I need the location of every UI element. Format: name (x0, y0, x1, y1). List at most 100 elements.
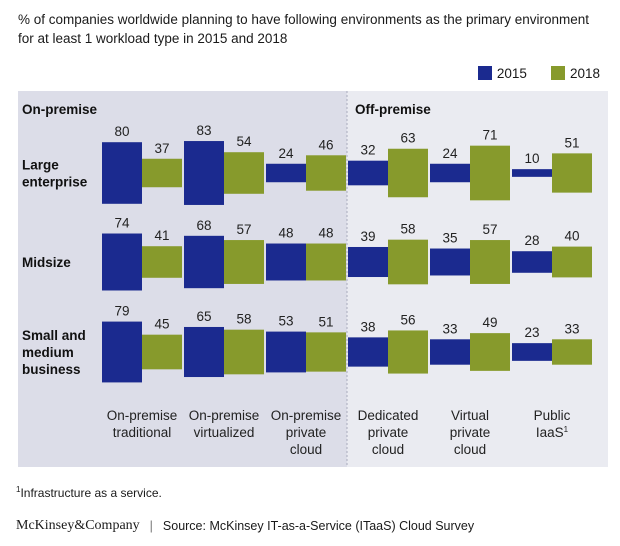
bar-row1-cat2-2018 (306, 243, 346, 281)
value-label-row2-cat2-2018: 51 (318, 314, 333, 329)
category-label-5-sup: 1 (564, 425, 569, 434)
bar-row2-cat5-2018 (552, 339, 592, 365)
legend-item-2015: 2015 (477, 66, 527, 81)
bar-row2-cat1-2018 (224, 329, 264, 375)
footer: McKinsey&Company | Source: McKinsey IT-a… (16, 518, 474, 534)
bar-row2-cat0-2018 (142, 334, 182, 370)
category-label-1-line-0: On-premise (189, 408, 260, 423)
value-label-row1-cat5-2015: 28 (524, 233, 539, 248)
value-label-row0-cat5-2018: 51 (564, 135, 579, 150)
bar-row0-cat3-2018 (388, 148, 428, 198)
row-label-2-line-1: medium (22, 345, 74, 360)
footer-separator: | (149, 519, 153, 533)
bar-row1-cat1-2015 (184, 235, 224, 289)
value-label-row2-cat3-2015: 38 (360, 319, 375, 334)
value-label-row2-cat2-2015: 53 (278, 314, 293, 329)
bar-row0-cat5-2018 (552, 153, 592, 193)
value-label-row0-cat0-2015: 80 (114, 124, 129, 139)
value-label-row2-cat4-2018: 49 (482, 315, 497, 330)
bar-row2-cat0-2015 (102, 321, 142, 383)
chart-title: % of companies worldwide planning to hav… (18, 12, 590, 46)
value-label-row1-cat5-2018: 40 (564, 229, 579, 244)
footnote: 1Infrastructure as a service. (16, 485, 162, 500)
legend-item-2018: 2018 (550, 65, 600, 81)
bar-row2-cat5-2015 (512, 343, 552, 361)
bar-row0-cat0-2018 (142, 158, 182, 188)
bar-row0-cat4-2018 (470, 145, 510, 201)
bar-row1-cat4-2015 (430, 248, 470, 276)
row-label-0-line-1: enterprise (22, 175, 88, 190)
group-label-on-premise: On-premise (22, 102, 98, 117)
category-label-3-line-1: private (368, 425, 409, 440)
value-label-row1-cat3-2015: 39 (360, 229, 375, 244)
category-label-4-line-1: private (450, 425, 491, 440)
category-label-4-line-0: Virtual (451, 408, 489, 423)
bar-row2-cat2-2015 (266, 331, 306, 373)
row-label-0-line-0: Large (22, 158, 59, 173)
legend-swatch-2015 (477, 66, 492, 80)
category-label-3-line-2: cloud (372, 442, 404, 457)
value-label-row2-cat0-2018: 45 (154, 317, 169, 332)
bar-row2-cat3-2018 (388, 330, 428, 374)
value-label-row2-cat1-2018: 58 (236, 312, 251, 327)
bar-row1-cat0-2018 (142, 246, 182, 278)
value-label-row1-cat0-2015: 74 (114, 216, 130, 231)
bar-row2-cat1-2015 (184, 326, 224, 378)
value-label-row0-cat3-2015: 32 (360, 143, 375, 158)
category-label-2-line-0: On-premise (271, 408, 342, 423)
bar-row0-cat2-2015 (266, 163, 306, 183)
bar-row0-cat3-2015 (348, 160, 388, 186)
bar-row1-cat0-2015 (102, 233, 142, 291)
value-label-row1-cat2-2018: 48 (318, 226, 333, 241)
row-label-2-line-2: business (22, 362, 81, 377)
footnote-text: Infrastructure as a service. (20, 486, 162, 500)
category-label-1-line-1: virtualized (194, 425, 255, 440)
category-label-5-line-0: Public (534, 408, 571, 423)
category-label-5-line-1: IaaS1 (536, 425, 569, 440)
bar-row1-cat3-2018 (388, 239, 428, 285)
value-label-row1-cat0-2018: 41 (154, 228, 169, 243)
value-label-row0-cat1-2018: 54 (236, 134, 252, 149)
bar-row1-cat2-2015 (266, 243, 306, 281)
value-label-row2-cat5-2015: 23 (524, 325, 539, 340)
category-label-0-line-0: On-premise (107, 408, 178, 423)
value-label-row1-cat1-2015: 68 (196, 218, 211, 233)
category-label-3-line-0: Dedicated (358, 408, 419, 423)
bar-row0-cat5-2015 (512, 169, 552, 177)
value-label-row0-cat2-2015: 24 (278, 146, 294, 161)
value-label-row1-cat4-2018: 57 (482, 222, 497, 237)
bar-row2-cat3-2015 (348, 337, 388, 367)
row-label-1-line-0: Midsize (22, 255, 71, 270)
bar-row1-cat5-2018 (552, 246, 592, 278)
value-label-row2-cat4-2015: 33 (442, 321, 457, 336)
value-label-row0-cat3-2018: 63 (400, 131, 415, 146)
value-label-row2-cat0-2015: 79 (114, 304, 129, 319)
chart: On-premise Off-premise Large enterprise Mids… (18, 91, 608, 467)
category-label-0-line-1: traditional (113, 425, 172, 440)
bar-row0-cat1-2018 (224, 152, 264, 194)
legend-swatch-2018 (550, 66, 565, 80)
category-label-4-line-2: cloud (454, 442, 486, 457)
footnote-marker: 1 (16, 485, 21, 494)
value-label-row1-cat2-2015: 48 (278, 226, 293, 241)
category-label-2-line-1: private (286, 425, 327, 440)
brand-logo: McKinsey&Company (16, 518, 140, 533)
value-label-row0-cat1-2015: 83 (196, 123, 211, 138)
value-label-row2-cat5-2018: 33 (564, 321, 579, 336)
row-label-2-line-0: Small and (22, 328, 86, 343)
bar-row1-cat3-2015 (348, 246, 388, 278)
value-label-row0-cat2-2018: 46 (318, 137, 333, 152)
source-text: Source: McKinsey IT-as-a-Service (ITaaS)… (162, 519, 475, 533)
value-label-row0-cat4-2015: 24 (442, 146, 458, 161)
category-label-2-line-2: cloud (290, 442, 322, 457)
value-label-row1-cat3-2018: 58 (400, 222, 415, 237)
bar-row1-cat5-2015 (512, 251, 552, 273)
value-label-row1-cat4-2015: 35 (442, 231, 457, 246)
bar-row0-cat0-2015 (102, 142, 142, 204)
bar-row2-cat2-2018 (306, 332, 346, 372)
value-label-row0-cat5-2015: 10 (524, 151, 539, 166)
legend-label-2018: 2018 (569, 65, 600, 81)
bar-row1-cat4-2018 (470, 240, 510, 284)
bar-row2-cat4-2018 (470, 333, 510, 371)
value-label-row2-cat1-2015: 65 (196, 309, 211, 324)
